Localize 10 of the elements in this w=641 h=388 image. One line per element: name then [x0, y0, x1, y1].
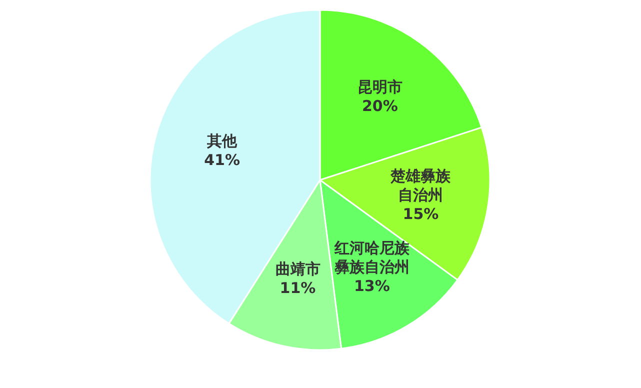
data-label: 20%	[362, 97, 398, 116]
data-label: 41%	[204, 151, 240, 170]
slice-label: 曲靖市	[275, 260, 320, 278]
slice-label: 昆明市	[357, 78, 402, 96]
data-label: 15%	[402, 205, 439, 224]
slice-label: 楚雄彝族自治州	[390, 167, 452, 204]
data-label: 11%	[280, 279, 316, 298]
slice-label: 红河哈尼族彝族自治州	[333, 238, 410, 276]
data-label: 13%	[354, 276, 390, 295]
slice-label: 其他	[206, 132, 238, 150]
